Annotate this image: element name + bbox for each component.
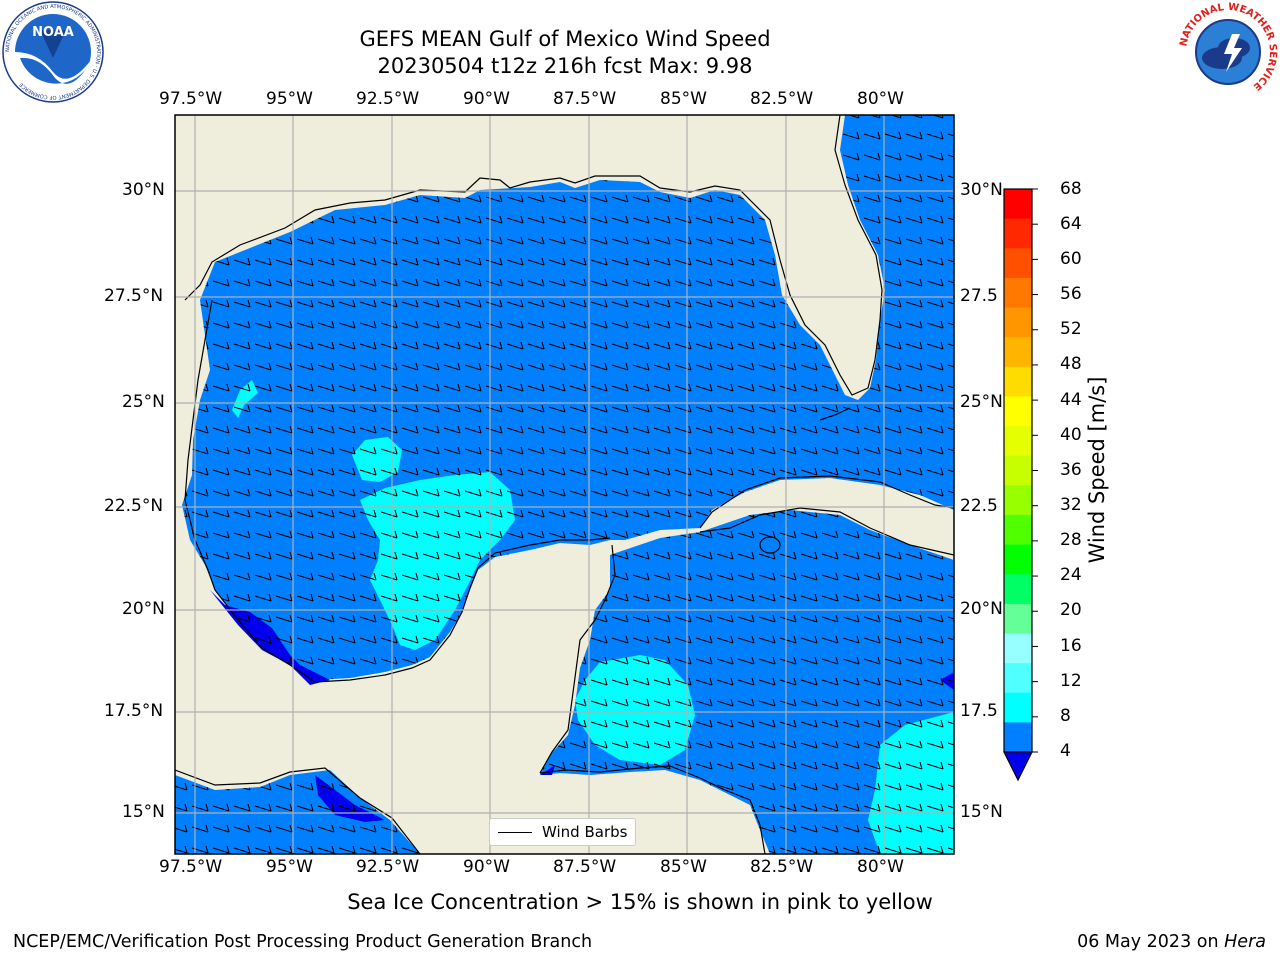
colorbar-tick-label: 16 <box>1060 636 1082 656</box>
lon-label-top: 82.5°W <box>750 89 814 109</box>
lon-label-top: 90°W <box>463 89 510 109</box>
footer-date-text: 06 May 2023 on <box>1077 932 1225 952</box>
lon-label-top: 95°W <box>266 89 313 109</box>
lat-label-right: 20°N <box>960 599 1003 619</box>
colorbar-segment <box>1004 633 1032 664</box>
colorbar-tick-label: 44 <box>1060 390 1082 410</box>
footer-date: 06 May 2023 on Hera <box>1077 932 1266 952</box>
colorbar-tick-label: 28 <box>1060 530 1082 550</box>
colorbar-tick-label: 48 <box>1060 354 1082 374</box>
legend-label: Wind Barbs <box>542 823 628 841</box>
colorbar-tick-label: 68 <box>1060 179 1082 199</box>
lon-label-top: 87.5°W <box>553 89 617 109</box>
lat-label-right: 30°N <box>960 180 1003 200</box>
colorbar-segment <box>1004 692 1032 723</box>
colorbar-tick-label: 8 <box>1060 706 1071 726</box>
colorbar-segment <box>1004 663 1032 694</box>
colorbar-tick-label: 60 <box>1060 249 1082 269</box>
lon-label-bottom: 95°W <box>266 857 313 877</box>
lon-label-bottom: 80°W <box>857 857 904 877</box>
lat-label-right: 22.5 <box>960 496 998 516</box>
lat-label-left: 15°N <box>122 802 165 822</box>
colorbar-tick-label: 12 <box>1060 671 1082 691</box>
colorbar-segment <box>1004 189 1032 220</box>
colorbar-segment <box>1004 426 1032 457</box>
lat-label-right: 25°N <box>960 392 1003 412</box>
colorbar-segment <box>1004 514 1032 546</box>
colorbar-segment <box>1004 396 1032 427</box>
colorbar-tick-label: 4 <box>1060 741 1071 761</box>
colorbar-tick-label: 36 <box>1060 460 1082 480</box>
colorbar-segment <box>1004 485 1032 516</box>
footer-host: Hera <box>1224 932 1266 952</box>
lon-label-bottom: 85°W <box>660 857 707 877</box>
lat-label-left: 25°N <box>122 392 165 412</box>
legend-line-icon <box>498 832 532 834</box>
footer-credit: NCEP/EMC/Verification Post Processing Pr… <box>13 932 593 952</box>
sea-ice-note: Sea Ice Concentration > 15% is shown in … <box>347 890 933 914</box>
lat-label-right: 15°N <box>960 802 1003 822</box>
colorbar-segment <box>1004 277 1032 309</box>
lat-label-right: 27.5 <box>960 286 998 306</box>
colorbar-segment <box>1004 455 1032 486</box>
lat-label-left: 30°N <box>122 180 165 200</box>
lat-label-left: 20°N <box>122 599 165 619</box>
map-title: GEFS MEAN Gulf of Mexico Wind Speed <box>359 27 771 51</box>
colorbar-tick-label: 20 <box>1060 600 1082 620</box>
colorbar-tick-label: 52 <box>1060 319 1082 339</box>
lon-label-bottom: 82.5°W <box>750 857 814 877</box>
lat-label-left: 22.5°N <box>104 496 164 516</box>
lat-label-left: 17.5°N <box>104 701 164 721</box>
lon-label-bottom: 92.5°W <box>356 857 420 877</box>
colorbar-tick-label: 24 <box>1060 565 1082 585</box>
noaa-logo: NATIONAL OCEANIC AND ATMOSPHERIC ADMINIS… <box>2 1 104 103</box>
lon-label-bottom: 90°W <box>463 857 510 877</box>
lon-label-top: 92.5°W <box>356 89 420 109</box>
wind-barbs-legend: Wind Barbs <box>489 818 636 846</box>
colorbar-segment <box>1004 603 1032 634</box>
wind-barbs-gulf <box>182 115 954 680</box>
lon-label-top: 85°W <box>660 89 707 109</box>
colorbar-segment <box>1004 337 1032 368</box>
colorbar-segment <box>1004 248 1032 279</box>
colorbar-segment <box>1004 307 1032 338</box>
colorbar-extend-arrow <box>1003 751 1033 782</box>
colorbar-title: Wind Speed [m/s] <box>1085 376 1109 564</box>
colorbar-segment <box>1004 722 1032 753</box>
colorbar-segment <box>1004 218 1032 249</box>
lon-label-bottom: 87.5°W <box>553 857 617 877</box>
colorbar-tick-label: 56 <box>1060 284 1082 304</box>
noaa-logo-text: NOAA <box>32 25 74 40</box>
colorbar-segment <box>1004 574 1032 605</box>
wind-barbs-pacific <box>175 770 420 854</box>
colorbar <box>1004 188 1038 753</box>
colorbar-tick-label: 64 <box>1060 214 1082 234</box>
lon-label-bottom: 97.5°W <box>159 857 223 877</box>
colorbar-tick-label: 40 <box>1060 425 1082 445</box>
colorbar-tick-label: 32 <box>1060 495 1082 515</box>
map-border <box>174 114 955 855</box>
graticule <box>175 115 954 854</box>
lon-label-top: 97.5°W <box>159 89 223 109</box>
lon-label-top: 80°W <box>857 89 904 109</box>
lat-label-right: 17.5 <box>960 701 998 721</box>
lat-label-left: 27.5°N <box>104 286 164 306</box>
colorbar-segment <box>1004 366 1032 397</box>
map-subtitle: 20230504 t12z 216h fcst Max: 9.98 <box>377 54 753 78</box>
nws-logo: NATIONAL WEATHER SERVICE <box>1178 2 1278 102</box>
colorbar-segment <box>1004 544 1032 575</box>
